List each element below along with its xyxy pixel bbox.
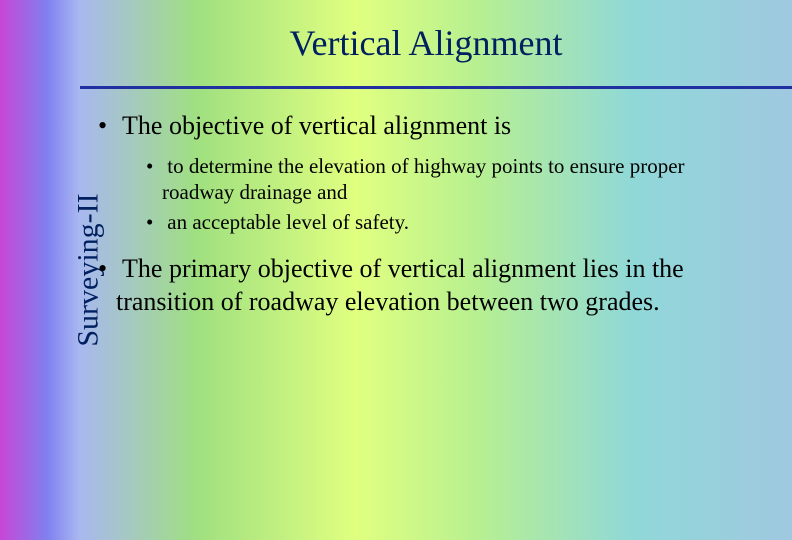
bullet-text: to determine the elevation of highway po… [162,154,685,204]
title-underline [80,86,792,89]
sub-bullet-group: to determine the elevation of highway po… [140,153,762,236]
slide-container: Vertical Alignment Surveying-II The obje… [0,0,792,540]
bullet-level2: to determine the elevation of highway po… [140,153,762,206]
bullet-text: an acceptable level of safety. [167,210,409,234]
bullet-text: The objective of vertical alignment is [122,111,511,140]
bullet-text: The primary objective of vertical alignm… [116,254,684,316]
bullet-level1: The objective of vertical alignment is [90,110,762,143]
title-region: Vertical Alignment [80,22,772,64]
bullet-level2: an acceptable level of safety. [140,209,762,235]
slide-title: Vertical Alignment [80,22,772,64]
bullet-level1: The primary objective of vertical alignm… [90,253,762,318]
content-area: The objective of vertical alignment is t… [90,110,762,328]
